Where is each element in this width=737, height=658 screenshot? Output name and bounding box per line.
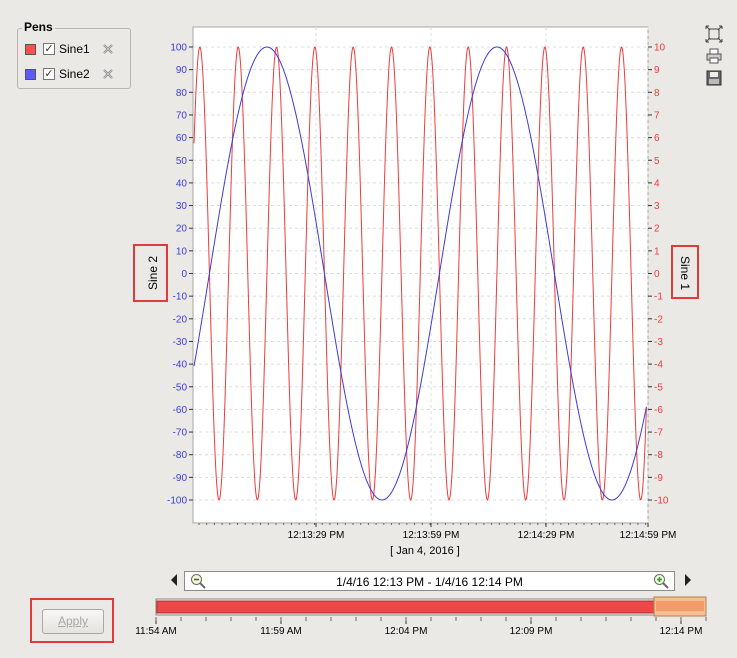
save-icon[interactable] xyxy=(705,69,723,87)
time-range-text: 1/4/16 12:13 PM - 1/4/16 12:14 PM xyxy=(336,575,523,589)
pen-row-sine2: ✓ Sine2 xyxy=(25,66,115,82)
overview-tick-label: 12:04 PM xyxy=(385,626,428,637)
right-tick-label: -8 xyxy=(654,450,663,461)
overview-tick-label: 12:14 PM xyxy=(660,626,703,637)
sine2-series-line xyxy=(193,46,647,501)
time-range-field[interactable]: 1/4/16 12:13 PM - 1/4/16 12:14 PM xyxy=(184,571,675,591)
right-tick-label: -1 xyxy=(654,292,663,303)
x-tick-label: 12:13:59 PM xyxy=(403,530,460,541)
right-tick-label: -5 xyxy=(654,382,663,393)
fit-zoom-icon[interactable] xyxy=(705,25,723,43)
zoom-out-icon[interactable] xyxy=(190,573,206,589)
left-tick-label: -60 xyxy=(173,405,188,416)
x-axis: 12:13:29 PM 12:13:59 PM 12:14:29 PM 12:14:5… xyxy=(198,523,677,541)
right-tick-label: -10 xyxy=(654,496,669,507)
right-tick-label: 2 xyxy=(654,224,660,235)
remove-sine2-icon[interactable] xyxy=(101,67,115,81)
right-tick-label: -4 xyxy=(654,360,663,371)
left-tick-label: -80 xyxy=(173,450,188,461)
overview-tick-label: 11:59 AM xyxy=(260,626,302,637)
sine1-color-swatch[interactable] xyxy=(25,43,36,55)
overview-timeline[interactable]: 11:54 AM 11:59 AM 12:04 PM 12:09 PM 12:14 PM xyxy=(135,596,707,637)
chart-tools xyxy=(705,25,725,91)
right-tick-label: -2 xyxy=(654,314,663,325)
right-tick-label: 0 xyxy=(654,269,660,280)
overview-history-bar xyxy=(156,600,655,614)
left-tick-label: 90 xyxy=(176,65,188,76)
right-tick-label: 7 xyxy=(654,110,660,121)
apply-highlight xyxy=(30,598,114,643)
left-tick-label: 30 xyxy=(176,201,188,212)
right-tick-label: 4 xyxy=(654,178,660,189)
overview-selection-fill xyxy=(656,601,704,611)
left-tick-label: 40 xyxy=(176,178,188,189)
zoom-in-icon[interactable] xyxy=(653,573,669,589)
left-tick-label: -70 xyxy=(173,428,188,439)
apply-button[interactable]: Apply xyxy=(42,609,104,634)
sine1-visible-checkbox[interactable]: ✓ xyxy=(43,43,55,55)
overview-tick-label: 12:09 PM xyxy=(510,626,553,637)
left-tick-label: -10 xyxy=(173,292,188,303)
left-axis-label: Sine 2 xyxy=(146,256,160,290)
right-tick-label: 8 xyxy=(654,88,660,99)
right-axis-label-highlight xyxy=(671,245,699,299)
left-axis: 1009080706050403020100-10-20-30-40-50-60… xyxy=(167,43,193,507)
pen-row-sine1: ✓ Sine1 xyxy=(25,41,115,57)
left-tick-label: 0 xyxy=(181,269,187,280)
left-tick-label: 10 xyxy=(176,246,188,257)
x-date-label: [ Jan 4, 2016 ] xyxy=(390,545,460,557)
sine2-visible-checkbox[interactable]: ✓ xyxy=(43,68,55,80)
scroll-right-icon[interactable] xyxy=(683,573,693,587)
left-tick-label: -40 xyxy=(173,360,188,371)
right-axis-label: Sine 1 xyxy=(678,256,692,290)
left-tick-label: -90 xyxy=(173,473,188,484)
left-tick-label: -20 xyxy=(173,314,188,325)
right-tick-label: -7 xyxy=(654,428,663,439)
remove-sine1-icon[interactable] xyxy=(101,42,115,56)
pens-title: Pens xyxy=(22,20,55,34)
x-tick-label: 12:14:59 PM xyxy=(620,530,677,541)
left-tick-label: 80 xyxy=(176,88,188,99)
print-icon[interactable] xyxy=(705,47,723,65)
right-tick-label: -6 xyxy=(654,405,663,416)
left-tick-label: -30 xyxy=(173,337,188,348)
left-tick-label: 60 xyxy=(176,133,188,144)
sine2-pen-label: Sine2 xyxy=(59,67,90,81)
right-tick-label: 3 xyxy=(654,201,660,212)
right-tick-label: 1 xyxy=(654,246,660,257)
left-tick-label: -100 xyxy=(167,496,187,507)
left-tick-label: 50 xyxy=(176,156,188,167)
sine1-pen-label: Sine1 xyxy=(59,42,90,56)
right-tick-label: 9 xyxy=(654,65,660,76)
sine2-color-swatch[interactable] xyxy=(25,68,36,80)
right-tick-label: -3 xyxy=(654,337,663,348)
right-tick-label: 10 xyxy=(654,43,666,54)
left-tick-label: 20 xyxy=(176,224,188,235)
overview-tick-label: 11:54 AM xyxy=(135,626,177,637)
left-axis-label-highlight xyxy=(133,244,168,302)
left-tick-label: -50 xyxy=(173,382,188,393)
x-tick-label: 12:13:29 PM xyxy=(288,530,345,541)
sine1-series-line xyxy=(193,45,647,502)
right-tick-label: -9 xyxy=(654,473,663,484)
right-tick-label: 6 xyxy=(654,133,660,144)
overview-ticks: 11:54 AM 11:59 AM 12:04 PM 12:09 PM 12:14 PM xyxy=(135,617,707,637)
left-tick-label: 70 xyxy=(176,110,188,121)
scroll-left-icon[interactable] xyxy=(169,573,179,587)
x-tick-label: 12:14:29 PM xyxy=(518,530,575,541)
pens-panel: Pens ✓ Sine1 ✓ Sine2 xyxy=(17,20,131,89)
left-tick-label: 100 xyxy=(170,43,187,54)
right-tick-label: 5 xyxy=(654,156,660,167)
